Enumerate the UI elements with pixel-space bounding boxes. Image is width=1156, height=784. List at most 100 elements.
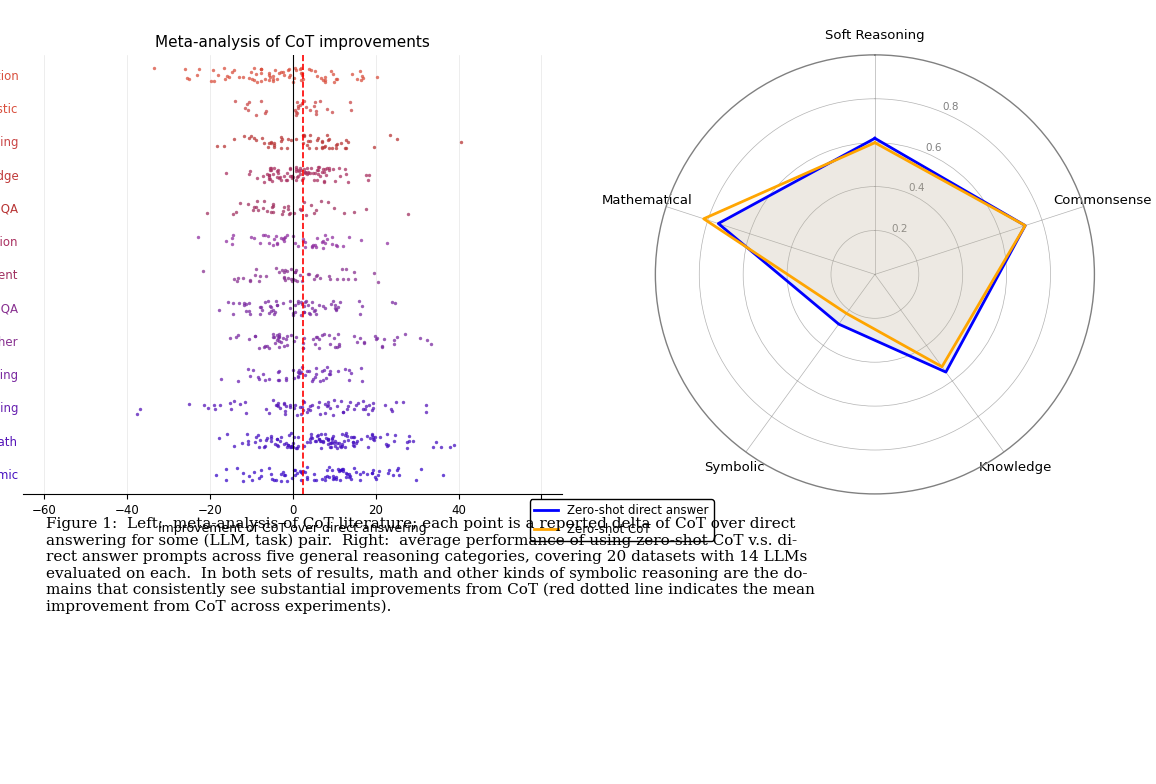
Point <box>296 235 314 248</box>
Point <box>316 474 334 487</box>
Point <box>294 172 312 184</box>
Point <box>281 68 299 81</box>
Point <box>318 103 336 115</box>
Point <box>333 406 351 419</box>
Point <box>258 168 276 180</box>
Point <box>209 432 228 445</box>
Point <box>273 208 291 220</box>
Point <box>313 241 332 254</box>
Point <box>366 329 385 342</box>
Point <box>328 240 347 252</box>
Point <box>221 332 239 344</box>
Point <box>327 400 346 412</box>
Point <box>313 374 332 387</box>
Point <box>366 473 385 485</box>
Point <box>318 233 336 245</box>
Point <box>385 333 403 346</box>
Point <box>260 171 279 183</box>
Point <box>328 273 347 285</box>
Point <box>264 70 282 82</box>
Point <box>240 165 259 177</box>
Point <box>240 275 259 288</box>
Point <box>387 132 406 145</box>
Point <box>261 162 280 174</box>
Point <box>275 274 294 286</box>
Polygon shape <box>704 143 1025 367</box>
Point <box>301 404 319 416</box>
Point <box>294 129 312 141</box>
Point <box>386 297 405 310</box>
Point <box>310 332 328 345</box>
Point <box>316 163 334 176</box>
Point <box>244 363 262 376</box>
Point <box>297 461 316 474</box>
Point <box>351 65 370 78</box>
Point <box>335 362 354 375</box>
Point <box>295 396 313 408</box>
Point <box>265 304 283 317</box>
Polygon shape <box>718 138 1025 372</box>
Point <box>341 396 360 408</box>
Point <box>328 365 347 377</box>
Point <box>257 402 275 415</box>
Point <box>298 436 317 448</box>
Point <box>303 372 321 385</box>
Point <box>291 99 310 111</box>
Point <box>284 430 303 443</box>
Point <box>287 161 305 173</box>
Point <box>260 300 279 313</box>
Point <box>276 372 295 384</box>
Point <box>246 263 265 275</box>
Point <box>267 230 286 242</box>
Point <box>327 341 346 354</box>
Point <box>291 296 310 308</box>
Point <box>305 167 324 180</box>
Point <box>272 336 290 348</box>
Point <box>398 441 416 454</box>
Point <box>294 306 312 318</box>
Point <box>332 463 350 475</box>
Point <box>288 96 306 109</box>
Point <box>294 395 312 408</box>
Point <box>296 368 314 381</box>
Point <box>299 267 318 280</box>
Point <box>217 70 236 82</box>
Point <box>252 95 271 107</box>
Point <box>342 472 361 485</box>
Point <box>309 161 327 173</box>
Point <box>294 298 312 310</box>
Point <box>238 103 257 116</box>
Point <box>290 367 309 379</box>
Point <box>305 474 324 487</box>
Point <box>222 403 240 416</box>
Point <box>260 74 279 87</box>
Point <box>295 306 313 318</box>
Point <box>264 73 282 85</box>
Point <box>272 468 290 481</box>
Point <box>294 466 312 479</box>
Point <box>350 295 369 307</box>
Point <box>260 169 279 182</box>
Point <box>306 270 325 282</box>
Point <box>272 474 290 487</box>
Point <box>298 405 317 418</box>
Point <box>312 441 331 454</box>
Point <box>255 440 274 452</box>
Point <box>265 307 283 320</box>
Point <box>319 133 338 146</box>
Point <box>325 471 343 484</box>
Point <box>303 375 321 387</box>
Point <box>239 296 258 309</box>
Point <box>288 170 306 183</box>
Point <box>274 234 292 247</box>
Point <box>336 441 355 454</box>
Point <box>307 232 326 245</box>
Point <box>326 440 344 452</box>
Point <box>329 339 348 352</box>
Point <box>324 163 342 176</box>
Point <box>299 299 318 311</box>
Point <box>245 74 264 87</box>
Point <box>236 102 254 114</box>
Point <box>262 164 281 176</box>
Point <box>351 307 370 320</box>
